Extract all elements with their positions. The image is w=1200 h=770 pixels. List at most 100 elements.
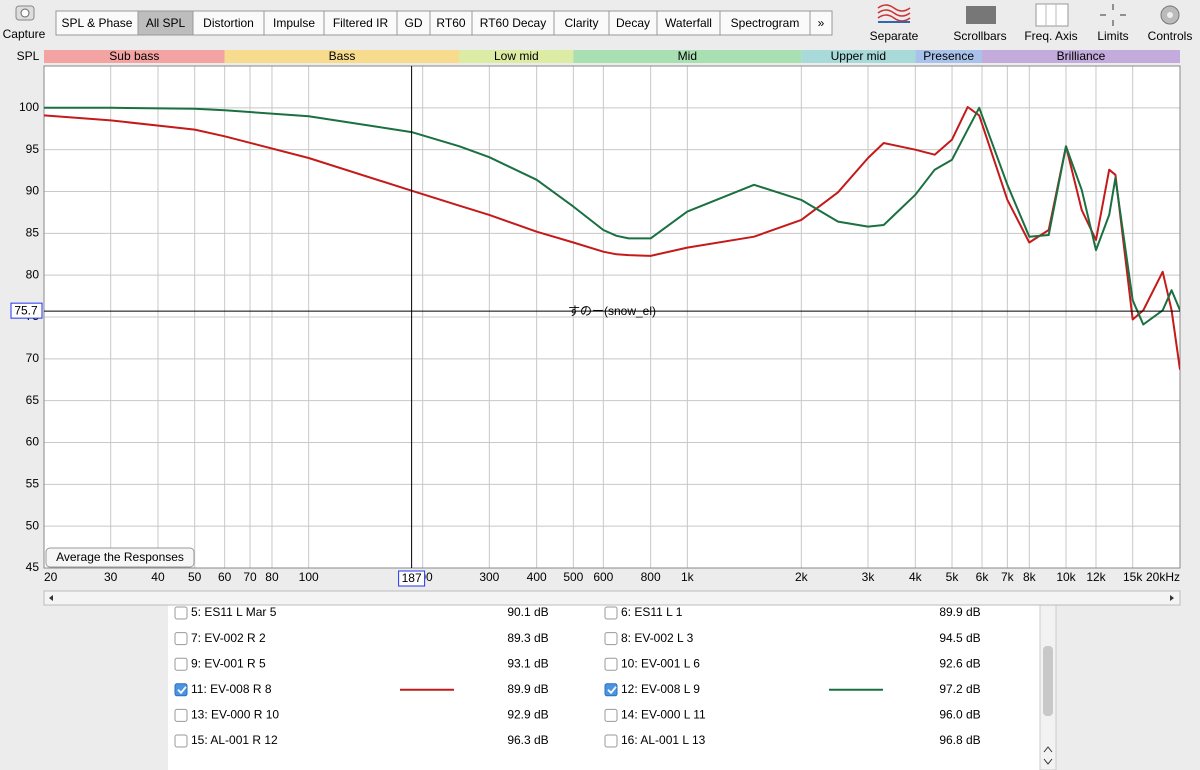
x-tick-label: 4k bbox=[909, 570, 923, 584]
band bbox=[982, 50, 1180, 63]
x-tick-label: 1k bbox=[681, 570, 695, 584]
x-tick-label: 15k bbox=[1123, 570, 1143, 584]
tab-label[interactable]: SPL & Phase bbox=[62, 16, 133, 30]
checkbox[interactable] bbox=[604, 734, 618, 748]
measurement-label[interactable]: 8: EV-002 L 3 bbox=[621, 631, 694, 645]
tab[interactable] bbox=[137, 10, 194, 36]
tool-icons bbox=[877, 3, 1180, 27]
tab-label[interactable]: Clarity bbox=[564, 16, 598, 30]
y-tick-label: 65 bbox=[26, 393, 40, 407]
checkmark[interactable] bbox=[607, 686, 617, 695]
tab-label[interactable]: Distortion bbox=[203, 16, 254, 30]
checkbox[interactable] bbox=[174, 708, 188, 722]
tab[interactable] bbox=[608, 10, 658, 36]
measurement-value: 92.6 dB bbox=[939, 656, 980, 670]
tab[interactable] bbox=[396, 10, 431, 36]
tab-label[interactable]: GD bbox=[405, 16, 423, 30]
checkbox[interactable] bbox=[604, 683, 618, 697]
x-tick-label: 20kHz bbox=[1146, 570, 1180, 584]
measurement-value: 96.0 dB bbox=[939, 708, 980, 722]
table-scroll-thumb[interactable] bbox=[1043, 646, 1053, 716]
tab-label[interactable]: RT60 bbox=[436, 16, 465, 30]
tab-label[interactable]: All SPL bbox=[146, 16, 186, 30]
x-tick-label: 6k bbox=[976, 570, 990, 584]
capture-label[interactable]: Capture bbox=[3, 27, 46, 41]
tool-label[interactable]: Freq. Axis bbox=[1024, 29, 1077, 43]
average-button[interactable] bbox=[45, 547, 195, 568]
checkbox[interactable] bbox=[604, 632, 618, 646]
band bbox=[915, 50, 983, 63]
cursor-x-box bbox=[398, 570, 426, 587]
average-button-label[interactable]: Average the Responses bbox=[56, 550, 184, 564]
tool-label[interactable]: Scrollbars bbox=[953, 29, 1006, 43]
tab[interactable] bbox=[55, 10, 139, 36]
x-tick-label: 600 bbox=[593, 570, 613, 584]
tab-label[interactable]: Decay bbox=[616, 16, 650, 30]
tab[interactable] bbox=[656, 10, 721, 36]
measurement-label[interactable]: 10: EV-001 L 6 bbox=[621, 656, 700, 670]
x-tick-label: 2k bbox=[795, 570, 809, 584]
checkbox[interactable] bbox=[604, 657, 618, 671]
measurement-label[interactable]: 11: EV-008 R 8 bbox=[191, 682, 272, 696]
x-tick-label: 70 bbox=[243, 570, 257, 584]
measurement-label[interactable]: 12: EV-008 L 9 bbox=[621, 682, 700, 696]
tab-label[interactable]: Impulse bbox=[273, 16, 315, 30]
measurement-value: 97.2 dB bbox=[939, 682, 980, 696]
checkbox[interactable] bbox=[174, 734, 188, 748]
band-label: Brilliance bbox=[1057, 49, 1106, 63]
x-tick-label: 12k bbox=[1086, 570, 1106, 584]
tab[interactable] bbox=[429, 10, 473, 36]
x-tick-label: 60 bbox=[218, 570, 232, 584]
x-tick-label: 80 bbox=[265, 570, 279, 584]
measurement-label[interactable]: 16: AL-001 L 13 bbox=[621, 733, 706, 747]
measurement-value: 89.9 dB bbox=[507, 682, 548, 696]
x-tick-label: 3k bbox=[862, 570, 876, 584]
cursor-x-label: 187 bbox=[402, 571, 422, 585]
tab-label[interactable]: RT60 Decay bbox=[480, 16, 546, 30]
checkbox[interactable] bbox=[604, 708, 618, 722]
tab-label[interactable]: » bbox=[818, 16, 825, 30]
measurement-value: 90.1 dB bbox=[507, 605, 548, 619]
checkbox[interactable] bbox=[174, 606, 188, 620]
band bbox=[801, 50, 916, 63]
measurement-label[interactable]: 7: EV-002 R 2 bbox=[191, 631, 266, 645]
measurement-label[interactable]: 13: EV-000 R 10 bbox=[191, 708, 279, 722]
measurement-label[interactable]: 14: EV-000 L 11 bbox=[621, 708, 706, 722]
x-tick-label: 7k bbox=[1001, 570, 1015, 584]
checkbox[interactable] bbox=[174, 632, 188, 646]
tab-label[interactable]: Filtered IR bbox=[333, 16, 389, 30]
tab[interactable] bbox=[809, 10, 833, 36]
y-tick-label: 85 bbox=[26, 226, 40, 240]
measurement-label[interactable]: 6: ES11 L 1 bbox=[621, 605, 683, 619]
measurement-label[interactable]: 15: AL-001 R 12 bbox=[191, 733, 278, 747]
checkbox[interactable] bbox=[174, 683, 188, 697]
response-curve bbox=[44, 106, 1180, 370]
x-tick-label: 50 bbox=[188, 570, 202, 584]
tab[interactable] bbox=[471, 10, 555, 36]
measurement-value: 96.3 dB bbox=[507, 733, 548, 747]
table-scroll-arrows[interactable] bbox=[1043, 746, 1053, 765]
tab[interactable] bbox=[553, 10, 610, 36]
y-tick-label: 70 bbox=[26, 351, 40, 365]
response-curve bbox=[44, 106, 1180, 326]
checkbox[interactable] bbox=[604, 606, 618, 620]
h-scrollbar[interactable] bbox=[43, 590, 1181, 606]
measurement-label[interactable]: 9: EV-001 R 5 bbox=[191, 656, 266, 670]
y-tick-label: 80 bbox=[26, 267, 40, 281]
x-tick-label: 400 bbox=[527, 570, 547, 584]
tab[interactable] bbox=[719, 10, 811, 36]
tool-label[interactable]: Controls bbox=[1148, 29, 1193, 43]
tab[interactable] bbox=[323, 10, 398, 36]
x-tick-label: 300 bbox=[479, 570, 499, 584]
tool-label[interactable]: Separate bbox=[870, 29, 919, 43]
tab-label[interactable]: Waterfall bbox=[665, 16, 712, 30]
checkmark[interactable] bbox=[177, 686, 187, 695]
measurement-label[interactable]: 5: ES11 L Mar 5 bbox=[191, 605, 277, 619]
tab-label[interactable]: Spectrogram bbox=[731, 16, 800, 30]
checkbox[interactable] bbox=[174, 657, 188, 671]
tool-label[interactable]: Limits bbox=[1097, 29, 1128, 43]
band-label: Bass bbox=[329, 49, 356, 63]
x-tick-label: 30 bbox=[104, 570, 118, 584]
x-tick-label: 10k bbox=[1056, 570, 1076, 584]
